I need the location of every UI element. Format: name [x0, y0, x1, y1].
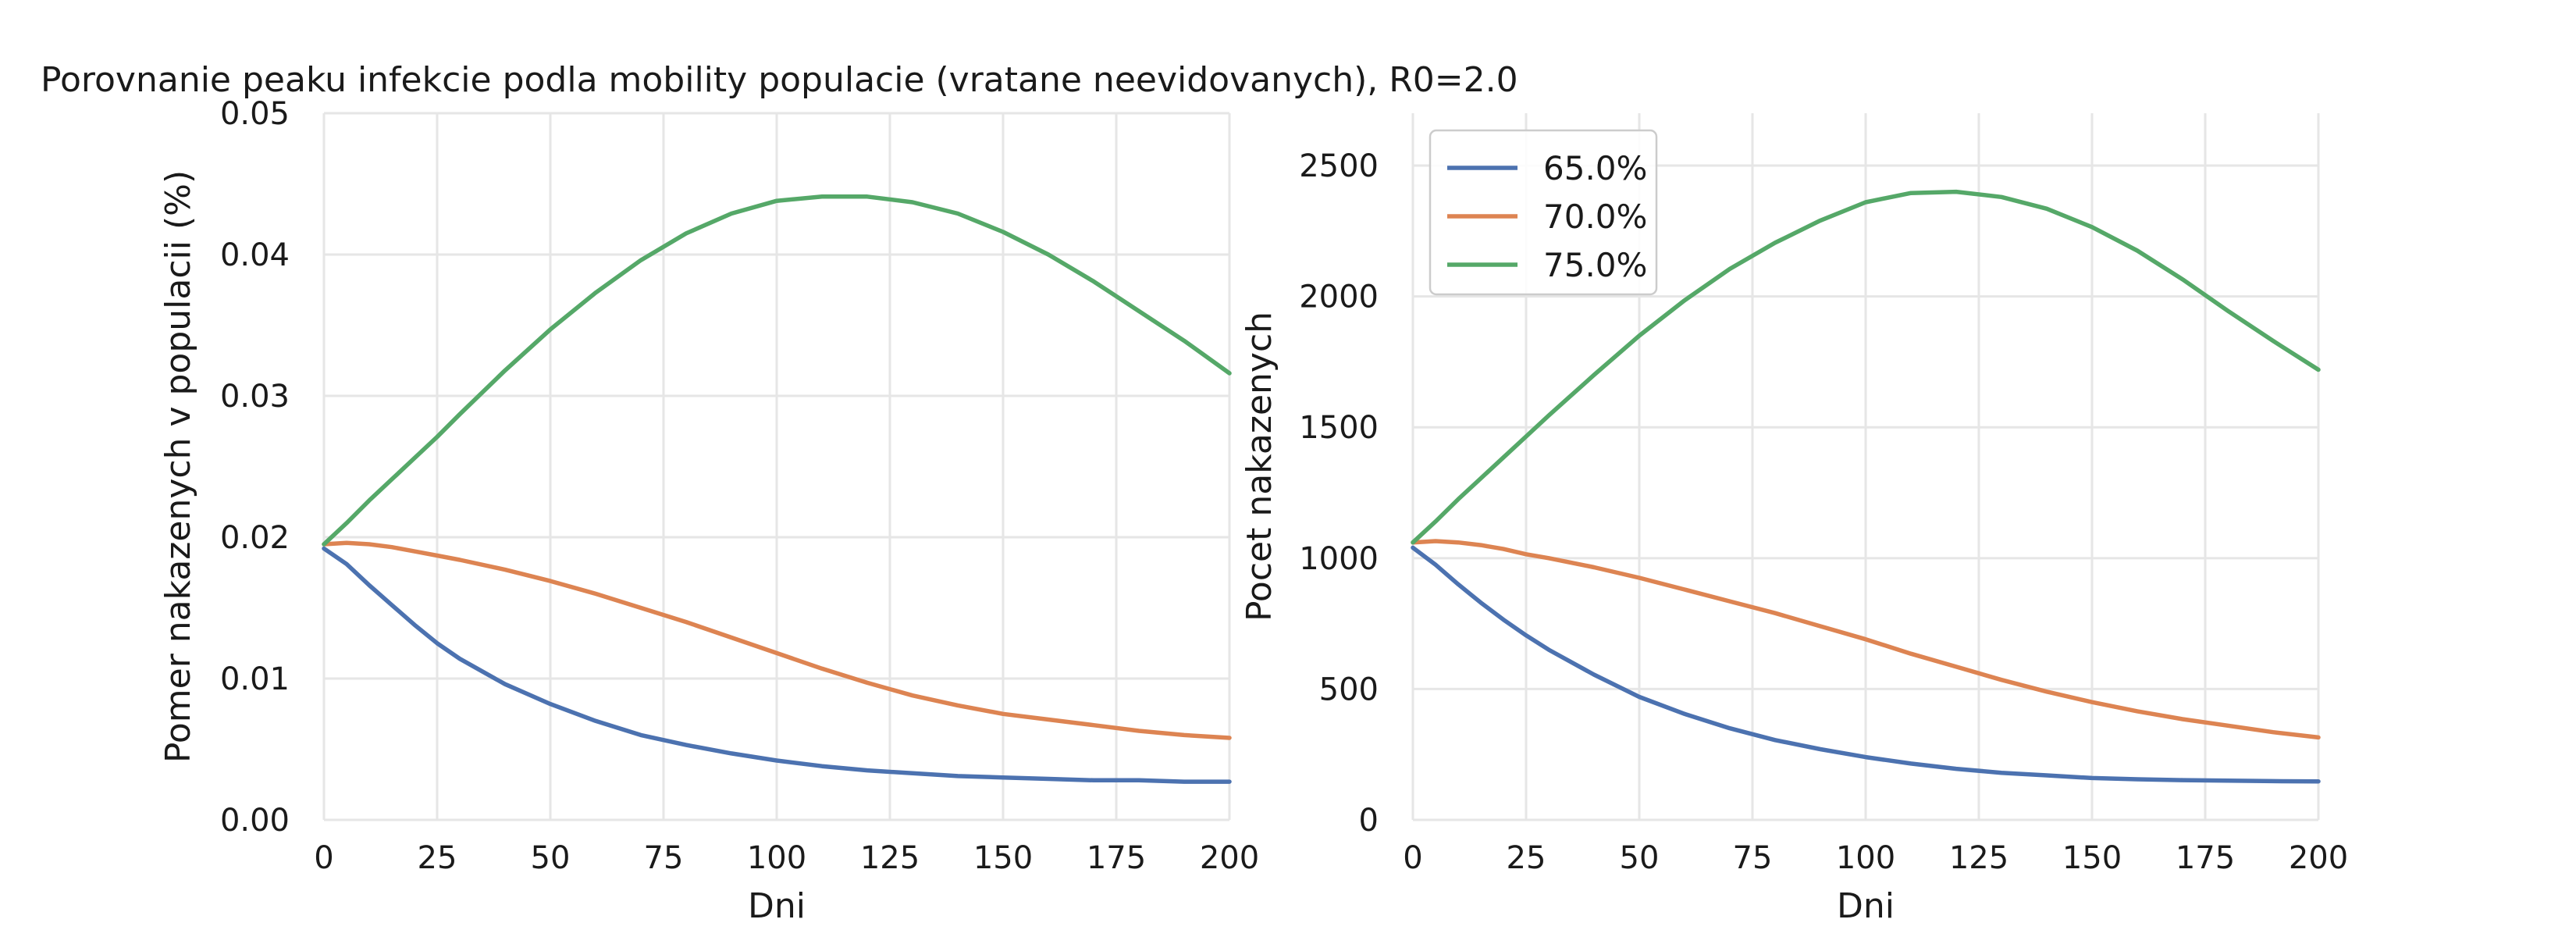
y-tick-label: 1500: [1299, 410, 1379, 446]
chart-title: Porovnanie peaku infekcie podla mobility…: [41, 60, 1518, 100]
left-panel: 0 25 50 75 100 125 150 175 200 0.00 0.01 0.02 0.03 0.…: [158, 96, 1259, 926]
x-axis-label: Dni: [748, 886, 806, 926]
series-line-70-0pct: [322, 540, 1232, 740]
y-tick-label: 500: [1319, 672, 1379, 707]
x-tick-label: 75: [644, 840, 684, 876]
y-tick-label: 0.05: [220, 96, 290, 132]
y-tick-label: 2000: [1299, 280, 1379, 315]
y-tick-label: 0.00: [220, 803, 290, 839]
x-tick-label: 25: [418, 840, 457, 876]
x-tick-label: 150: [2062, 840, 2122, 876]
y-tick-label: 0: [1359, 803, 1379, 839]
x-tick-label: 50: [1620, 840, 1660, 876]
y-tick-label: 0.04: [220, 237, 290, 273]
y-tick-label: 0.03: [220, 379, 290, 415]
y-tick-label: 2500: [1299, 148, 1379, 184]
x-tick-label: 175: [1087, 840, 1146, 876]
y-tick-label: 0.01: [220, 661, 290, 697]
x-tick-label: 175: [2176, 840, 2235, 876]
series-line-75-0pct: [1411, 189, 2321, 545]
x-tick-label: 0: [1403, 840, 1422, 876]
x-tick-label: 150: [973, 840, 1033, 876]
right-panel: 0 25 50 75 100 125 150 175 200050010001500200025…: [1240, 113, 2348, 926]
legend-box: [1429, 129, 1658, 296]
legend-label: 75.0%: [1543, 246, 1647, 284]
x-tick-label: 100: [747, 840, 806, 876]
x-tick-label: 125: [1949, 840, 2008, 876]
series-line-65-0pct: [322, 546, 1232, 784]
series-line-70-0pct: [1411, 539, 2321, 740]
y-tick-label: 0.02: [220, 520, 290, 556]
y-axis-label: Pocet nakazenych: [1240, 312, 1279, 622]
x-tick-label: 0: [314, 840, 333, 876]
x-axis-label: Dni: [1837, 886, 1895, 926]
x-tick-label: 50: [531, 840, 571, 876]
x-tick-label: 200: [2289, 840, 2348, 876]
y-tick-label: 1000: [1299, 541, 1379, 577]
series-line-75-0pct: [322, 194, 1232, 547]
x-tick-label: 75: [1733, 840, 1773, 876]
y-axis-label: Pomer nakazenych v populacii (%): [158, 170, 198, 763]
x-tick-label: 100: [1836, 840, 1895, 876]
x-tick-label: 125: [860, 840, 920, 876]
x-tick-label: 25: [1507, 840, 1546, 876]
x-tick-label: 200: [1200, 840, 1259, 876]
legend-label: 70.0%: [1543, 198, 1647, 236]
series-line-65-0pct: [1411, 545, 2321, 784]
legend-label: 65.0%: [1543, 149, 1647, 187]
